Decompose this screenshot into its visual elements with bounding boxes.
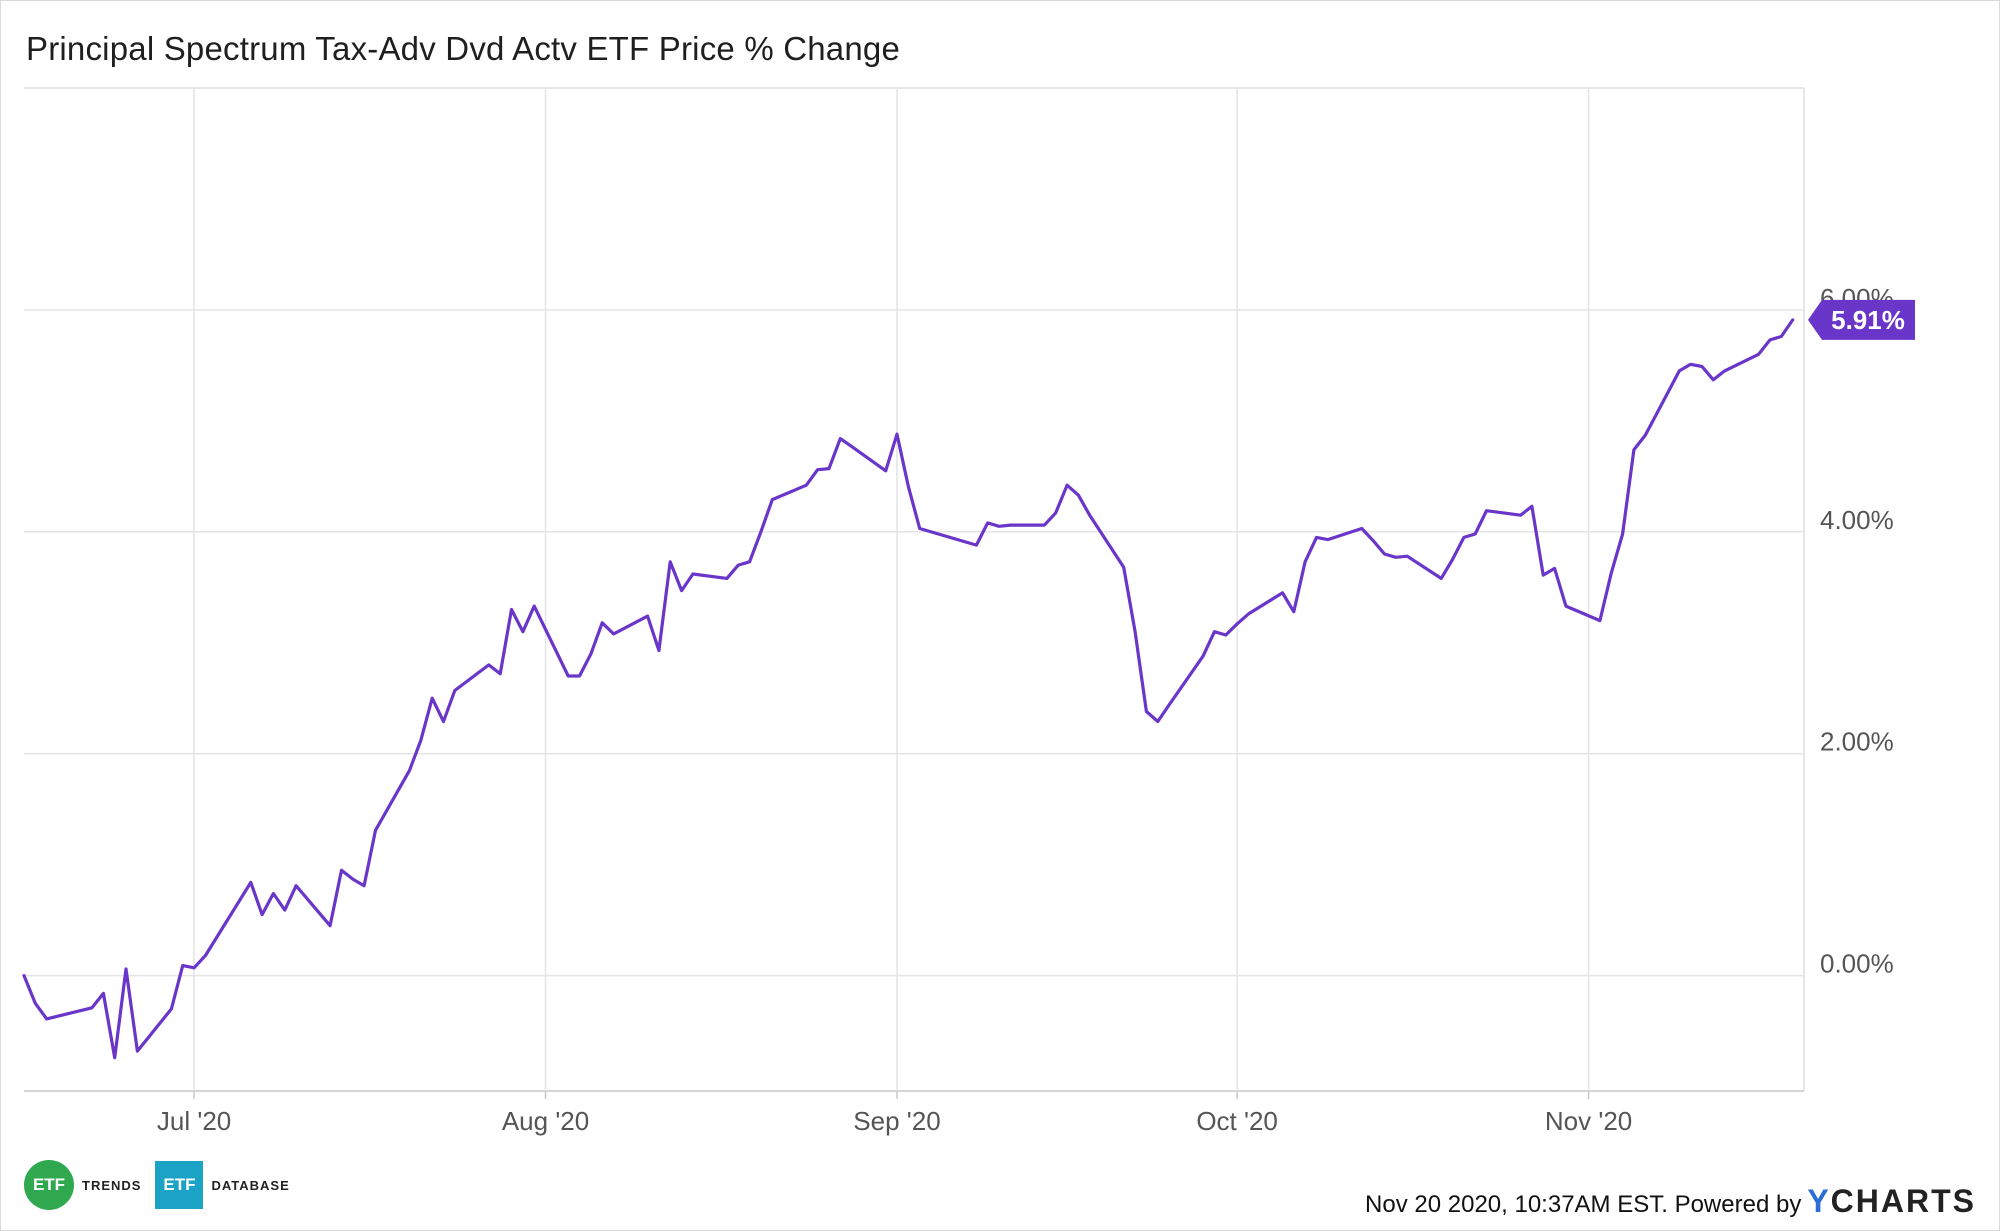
- etf-trends-database-logo: ETF TRENDS ETF DATABASE: [24, 1160, 290, 1210]
- etf-trends-badge: ETF: [24, 1160, 74, 1210]
- x-tick-label: Aug '20: [502, 1106, 589, 1136]
- chart-footer: Nov 20 2020, 10:37AM EST. Powered by YCH…: [1365, 1183, 1976, 1220]
- ycharts-logo-rest: CHARTS: [1830, 1183, 1976, 1219]
- chart-title: Principal Spectrum Tax-Adv Dvd Actv ETF …: [26, 30, 901, 67]
- ycharts-logo-y: Y: [1807, 1183, 1831, 1219]
- plot-area: [24, 87, 1805, 1092]
- y-tick-label: 0.00%: [1820, 949, 1894, 979]
- etf-database-word: DATABASE: [211, 1177, 290, 1193]
- y-tick-label: 4.00%: [1820, 505, 1894, 535]
- footer-timestamp: Nov 20 2020, 10:37AM EST. Powered by: [1365, 1191, 1801, 1219]
- x-tick-label: Nov '20: [1545, 1106, 1632, 1136]
- last-value-label-layer: 5.91%: [1808, 299, 1915, 340]
- last-value-flag: [1808, 299, 1915, 340]
- x-tick-label: Oct '20: [1196, 1106, 1278, 1136]
- grid-lines: [24, 88, 1804, 1099]
- powered-by-text: Powered by: [1674, 1191, 1802, 1218]
- series-line: [22, 318, 1795, 1060]
- x-tick-label: Jul '20: [157, 1106, 231, 1136]
- ycharts-logo[interactable]: YCHARTS: [1807, 1183, 1976, 1220]
- axis-tick-labels: 0.00%2.00%4.00%6.00%Jul '20 Aug '20 Sep '2…: [157, 283, 1894, 1136]
- series-layer: [22, 318, 1795, 1060]
- y-tick-label: 2.00%: [1820, 727, 1894, 757]
- timestamp-text: Nov 20 2020, 10:37AM EST.: [1365, 1191, 1668, 1218]
- etf-trends-word: TRENDS: [82, 1177, 142, 1193]
- last-value-label: 5.91%: [1831, 305, 1905, 335]
- etf-database-badge: ETF: [155, 1161, 204, 1209]
- x-tick-label: Sep '20: [853, 1106, 940, 1136]
